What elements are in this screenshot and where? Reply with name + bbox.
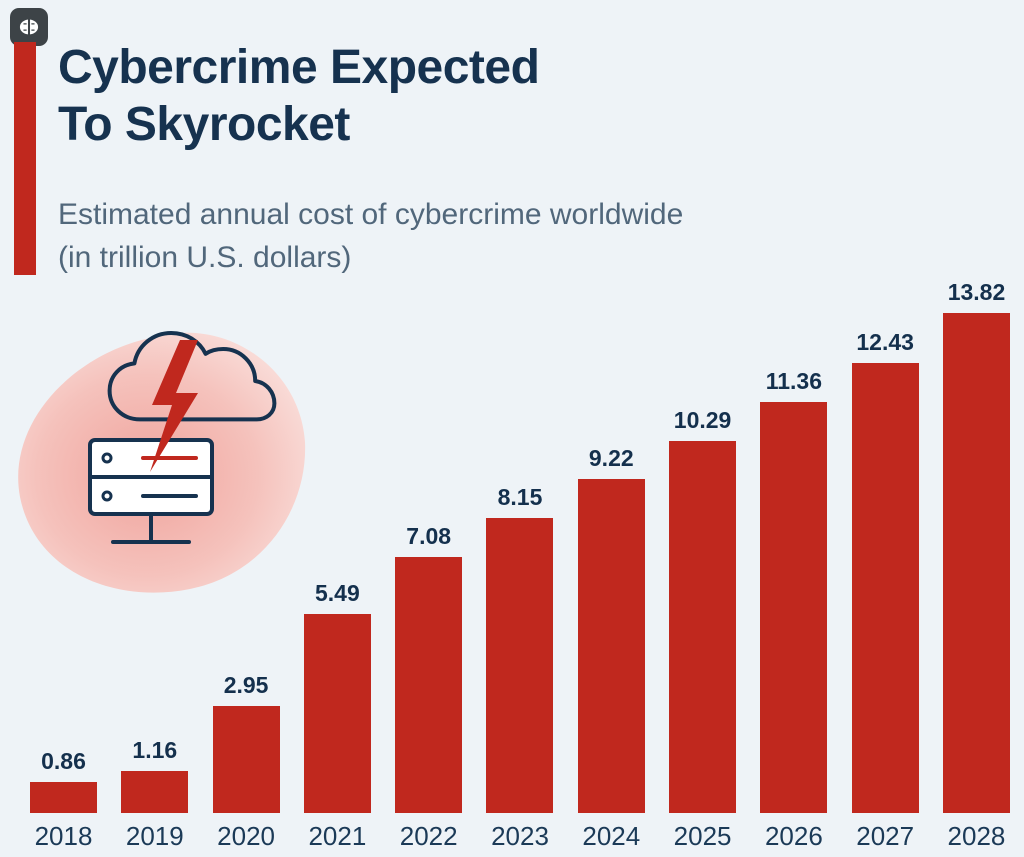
bar bbox=[212, 706, 280, 813]
bar-column: 12.43 2027 bbox=[851, 329, 919, 851]
bar bbox=[395, 557, 463, 813]
page-title: Cybercrime Expected To Skyrocket bbox=[58, 40, 540, 153]
bar bbox=[30, 782, 97, 813]
title-accent-bar bbox=[14, 42, 36, 275]
bar bbox=[942, 313, 1010, 813]
title-line-2: To Skyrocket bbox=[58, 97, 350, 151]
bar-value-label: 1.16 bbox=[132, 737, 178, 763]
bar bbox=[669, 441, 737, 813]
x-axis-label: 2022 bbox=[399, 821, 458, 851]
x-axis-label: 2027 bbox=[856, 821, 915, 851]
cloud-icon bbox=[107, 331, 277, 422]
bar-column: 2.95 2020 bbox=[212, 672, 280, 851]
cloud-lightning-server-illustration bbox=[0, 292, 335, 607]
bar-column: 8.15 2023 bbox=[486, 484, 554, 851]
bar bbox=[486, 518, 554, 813]
bar-value-label: 9.22 bbox=[588, 445, 634, 471]
x-axis-label: 2028 bbox=[947, 821, 1006, 851]
x-axis-label: 2026 bbox=[764, 821, 823, 851]
bar-column: 7.08 2022 bbox=[395, 523, 463, 851]
bar-value-label: 7.08 bbox=[406, 523, 452, 549]
bar-column: 5.49 2021 bbox=[303, 580, 371, 851]
x-axis-label: 2025 bbox=[673, 821, 732, 851]
bar-chart: 0.86 2018 1.16 2019 2.95 2020 5.49 2021 7.08 2022… bbox=[30, 279, 1010, 851]
bar bbox=[303, 614, 371, 813]
server-icon bbox=[88, 438, 214, 544]
bar-column: 0.86 2018 bbox=[30, 748, 97, 851]
bar-column: 11.36 2026 bbox=[760, 368, 828, 851]
subtitle-line-1: Estimated annual cost of cybercrime worl… bbox=[58, 198, 684, 231]
x-axis-label: 2018 bbox=[34, 821, 93, 851]
x-axis-label: 2020 bbox=[217, 821, 276, 851]
brain-icon bbox=[19, 19, 39, 35]
x-axis-label: 2019 bbox=[125, 821, 184, 851]
lightning-bolt-icon bbox=[150, 340, 198, 472]
bar-column: 10.29 2025 bbox=[669, 407, 737, 851]
page-subtitle: Estimated annual cost of cybercrime worl… bbox=[58, 194, 683, 279]
bar bbox=[577, 479, 645, 813]
bar-value-label: 13.82 bbox=[947, 279, 1006, 305]
x-axis-label: 2021 bbox=[308, 821, 367, 851]
bar-value-label: 5.49 bbox=[315, 580, 360, 606]
subtitle-line-2: (in trillion U.S. dollars) bbox=[58, 240, 352, 274]
bar-value-label: 11.36 bbox=[765, 368, 823, 394]
bar-column: 1.16 2019 bbox=[121, 737, 189, 851]
brand-logo bbox=[10, 8, 48, 46]
bar-value-label: 12.43 bbox=[856, 329, 914, 355]
bar-column: 9.22 2024 bbox=[577, 445, 645, 851]
bar bbox=[760, 402, 828, 813]
x-axis-label: 2024 bbox=[582, 821, 641, 851]
bar-value-label: 10.29 bbox=[673, 407, 732, 433]
bar-value-label: 0.86 bbox=[41, 748, 86, 774]
bar-value-label: 2.95 bbox=[223, 672, 269, 698]
bar-value-label: 8.15 bbox=[497, 484, 543, 510]
bar bbox=[121, 771, 189, 813]
bar-column: 13.82 2028 bbox=[942, 279, 1010, 851]
bar bbox=[851, 363, 919, 813]
title-line-1: Cybercrime Expected bbox=[58, 41, 540, 94]
x-axis-label: 2023 bbox=[491, 821, 549, 851]
